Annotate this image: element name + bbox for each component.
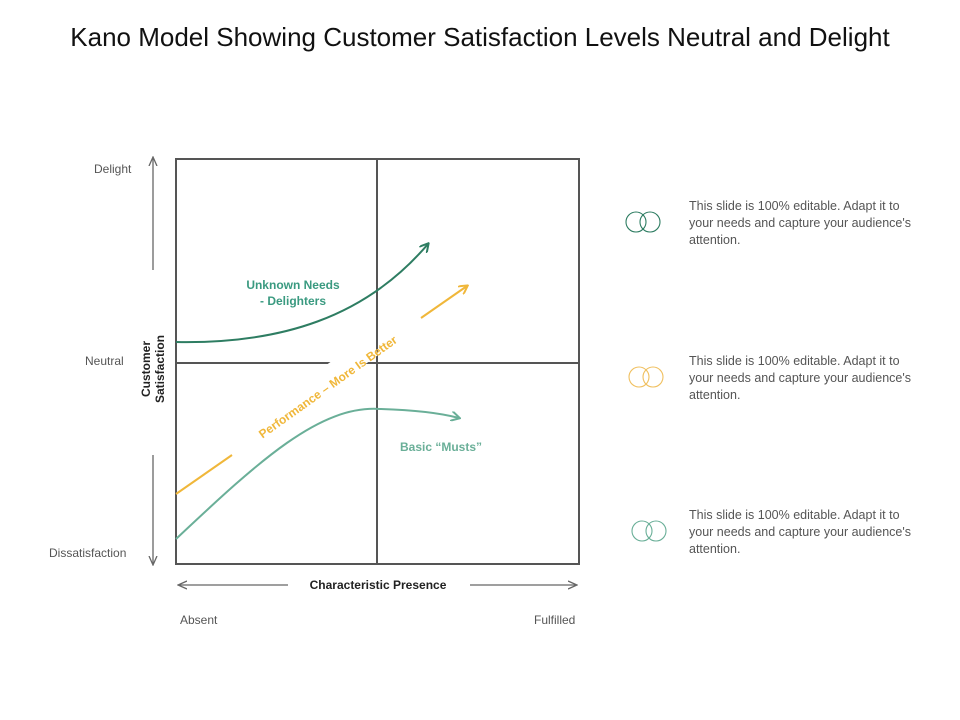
y-tick-neutral: Neutral — [85, 354, 124, 368]
legend-text-3: This slide is 100% editable. Adapt it to… — [689, 508, 911, 556]
legend-icon-3 — [631, 520, 667, 542]
basic-label: Basic “Musts” — [400, 440, 483, 454]
legend-icon-2 — [628, 366, 664, 388]
y-axis-label: Customer Satisfaction — [139, 335, 167, 404]
delighters-label: Unknown Needs - Delighters — [223, 277, 363, 309]
y-tick-delight: Delight — [94, 162, 132, 176]
x-axis-label: Characteristic Presence — [309, 578, 447, 592]
delighters-curve — [175, 244, 428, 344]
delighters-label-line2: - Delighters — [259, 294, 326, 308]
legend-text-1: This slide is 100% editable. Adapt it to… — [689, 199, 911, 247]
basic-curve — [175, 407, 459, 540]
performance-line-lower — [175, 454, 233, 495]
y-tick-dissatisfaction: Dissatisfaction — [49, 546, 127, 560]
legend-icon-1 — [625, 211, 661, 233]
x-tick-fulfilled: Fulfilled — [534, 613, 576, 627]
delighters-label-line1: Unknown Needs — [246, 278, 340, 292]
slide-title: Kano Model Showing Customer Satisfaction… — [70, 22, 890, 52]
performance-line-upper — [420, 286, 467, 319]
x-tick-absent: Absent — [180, 613, 218, 627]
legend-text-2: This slide is 100% editable. Adapt it to… — [689, 354, 911, 402]
